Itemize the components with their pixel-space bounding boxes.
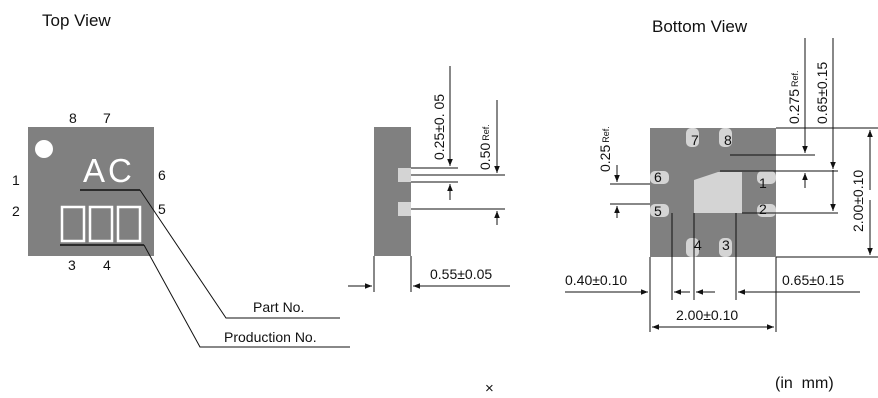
pad-3: [719, 238, 732, 257]
pad-4: [686, 238, 699, 257]
pin1-marker-dot: [35, 140, 53, 158]
bottom-pin-label-4: 4: [694, 237, 702, 253]
bottom-pin-label-3: 3: [722, 237, 730, 253]
bottom-pin-label-6: 6: [654, 169, 662, 185]
pin-label-4: 4: [103, 257, 111, 273]
dim-pad-pos-top: 0.65±0.15: [814, 62, 830, 124]
dim-pin-width: 0.25±0. 05: [431, 94, 447, 160]
dim-left-offset: 0.40±0.10: [565, 272, 627, 288]
pin-label-7: 7: [103, 110, 111, 126]
pad-2: [757, 204, 776, 217]
dim-pin-pitch: 0.50Ref.: [477, 124, 493, 170]
center-marker: ×: [485, 380, 494, 397]
part-no-leader: [139, 189, 340, 319]
pin-label-5: 5: [158, 201, 166, 217]
pin-label-3: 3: [68, 257, 76, 273]
dim-height-outer: 2.00±0.10: [850, 170, 866, 232]
pad-6: [650, 171, 669, 184]
pin-label-8: 8: [69, 110, 77, 126]
production-box-3: [116, 205, 142, 243]
dim-width: 2.00±0.10: [676, 307, 738, 323]
pad-8: [719, 128, 732, 147]
pin-label-6: 6: [158, 167, 166, 183]
production-no-leader: [143, 244, 350, 348]
side-view-pin-upper: [398, 168, 411, 182]
dim-pad-width: 0.25Ref.: [597, 126, 613, 172]
side-view: 0.25±0. 05 0.50Ref. 0.55±0.05: [348, 66, 510, 292]
bottom-view: Bottom View 1 2 3 4 5 6 7 8 0.25Ref.: [565, 17, 878, 332]
unit-note: (in mm): [775, 375, 834, 392]
center-thermal-pad: [694, 172, 742, 213]
bottom-view-title: Bottom View: [652, 17, 748, 36]
dim-pad-offset: 0.275Ref.: [786, 70, 802, 124]
top-view: Top View AC 8 7 1 2 6 5 3 4 Part No. Pro…: [12, 11, 350, 348]
pin-label-1: 1: [12, 172, 20, 188]
pin-label-2: 2: [12, 203, 20, 219]
bottom-pin-label-5: 5: [654, 203, 662, 219]
production-no-label: Production No.: [224, 329, 317, 345]
part-no-label: Part No.: [253, 299, 304, 315]
side-view-body: [374, 127, 411, 256]
top-view-title: Top View: [42, 11, 111, 30]
production-box-2: [88, 205, 114, 243]
pad-7: [686, 128, 699, 147]
production-box-1: [60, 205, 86, 243]
pad-1: [757, 171, 776, 184]
dim-thickness: 0.55±0.05: [430, 266, 492, 282]
marking-text: AC: [83, 152, 135, 189]
bottom-pin-label-2: 2: [759, 201, 767, 217]
bottom-pin-label-8: 8: [724, 132, 732, 148]
pad-5: [650, 204, 669, 217]
bottom-pin-label-7: 7: [691, 132, 699, 148]
dim-right-offset: 0.65±0.15: [782, 272, 844, 288]
bottom-pin-label-1: 1: [759, 175, 767, 191]
side-view-pin-lower: [398, 202, 411, 216]
